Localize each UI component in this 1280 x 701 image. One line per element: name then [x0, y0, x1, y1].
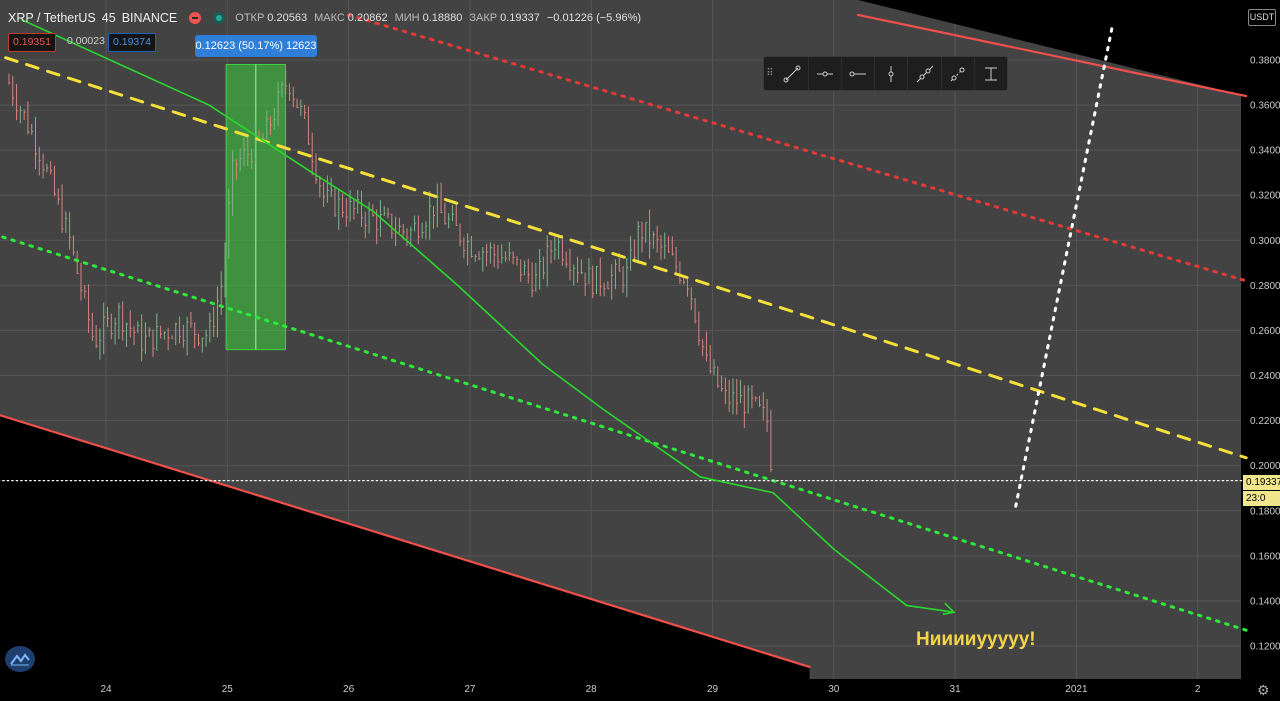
- trend-angle-icon[interactable]: [942, 57, 975, 90]
- bar-countdown-label: 23:0: [1243, 491, 1280, 506]
- time-scale[interactable]: [0, 679, 1241, 701]
- x-tick-label: 27: [464, 684, 476, 695]
- vertical-line-icon[interactable]: [875, 57, 909, 90]
- sell-button[interactable]: 0.19351: [8, 33, 56, 52]
- market-closed-icon: [189, 12, 202, 24]
- x-tick-label: 31: [950, 684, 962, 695]
- grip-icon[interactable]: ⠿: [766, 68, 774, 79]
- drawing-toolbar: ⠿: [763, 56, 1008, 91]
- spread-value: 0.00023: [67, 35, 105, 47]
- close-value: 0.19337: [500, 12, 540, 24]
- tradingview-logo-icon[interactable]: [5, 646, 35, 672]
- x-tick-label: 2021: [1065, 684, 1088, 695]
- price-range-icon[interactable]: [975, 57, 1007, 90]
- interval[interactable]: 45: [101, 11, 116, 25]
- drawing-lines[interactable]: [0, 13, 1248, 669]
- low-value: 0.18880: [422, 12, 463, 24]
- open-label: ОТКР: [235, 12, 265, 24]
- close-label: ЗАКР: [469, 12, 498, 24]
- x-tick-label: 30: [828, 684, 840, 695]
- arrow-head-icon: [942, 602, 956, 615]
- above-channel-area: [858, 0, 1241, 95]
- x-tick-label: 2: [1195, 684, 1201, 695]
- ohlc-values: ОТКР 0.20563 МАКС 0.20862 МИН 0.18880 ЗАКР 0…: [235, 12, 641, 24]
- horizontal-line-icon[interactable]: [842, 57, 876, 90]
- channel-upper-line: [856, 13, 1248, 98]
- white-dotted-line: [1014, 22, 1115, 508]
- y-tick-label: 0.12000: [1250, 642, 1280, 653]
- annotation-text[interactable]: Нииииууууу!: [916, 629, 1036, 650]
- scale-currency-button[interactable]: USDT: [1248, 9, 1276, 26]
- symbol-name[interactable]: XRP / TetherUS: [8, 11, 96, 25]
- x-tick-label: 24: [100, 684, 112, 695]
- current-price-label: 0.19337: [1243, 475, 1280, 490]
- extended-line-icon[interactable]: [908, 57, 942, 90]
- low-label: МИН: [394, 12, 420, 24]
- horizontal-ray-icon[interactable]: [809, 57, 843, 90]
- live-status-icon: [213, 12, 226, 24]
- high-value: 0.20862: [347, 12, 388, 24]
- channel-lower-line: [0, 414, 811, 669]
- price-scale[interactable]: [1241, 0, 1280, 701]
- yellow-dashed-line: [0, 54, 1248, 460]
- buy-button[interactable]: 0.19374: [108, 33, 156, 52]
- x-tick-label: 29: [707, 684, 719, 695]
- price-range-label: 0.12623 (50.17%) 12623: [195, 35, 317, 57]
- open-value: 0.20563: [267, 12, 308, 24]
- red-dotted-line: [347, 13, 1248, 283]
- x-axis-ticks: 24 25 26 27 28 29 30 31 2021 2: [100, 684, 1200, 695]
- green-arrow-path[interactable]: [20, 18, 955, 613]
- candles: [8, 70, 773, 473]
- x-tick-label: 25: [222, 684, 234, 695]
- gear-icon[interactable]: ⚙: [1257, 682, 1270, 698]
- high-label: МАКС: [314, 12, 345, 24]
- x-tick-label: 26: [343, 684, 355, 695]
- x-tick-label: 28: [586, 684, 598, 695]
- exchange-name: BINANCE: [121, 11, 178, 25]
- change-value: −0.01226 (−5.96%): [546, 12, 642, 24]
- green-dotted-line: [0, 234, 1248, 632]
- trend-line-icon[interactable]: [776, 57, 809, 90]
